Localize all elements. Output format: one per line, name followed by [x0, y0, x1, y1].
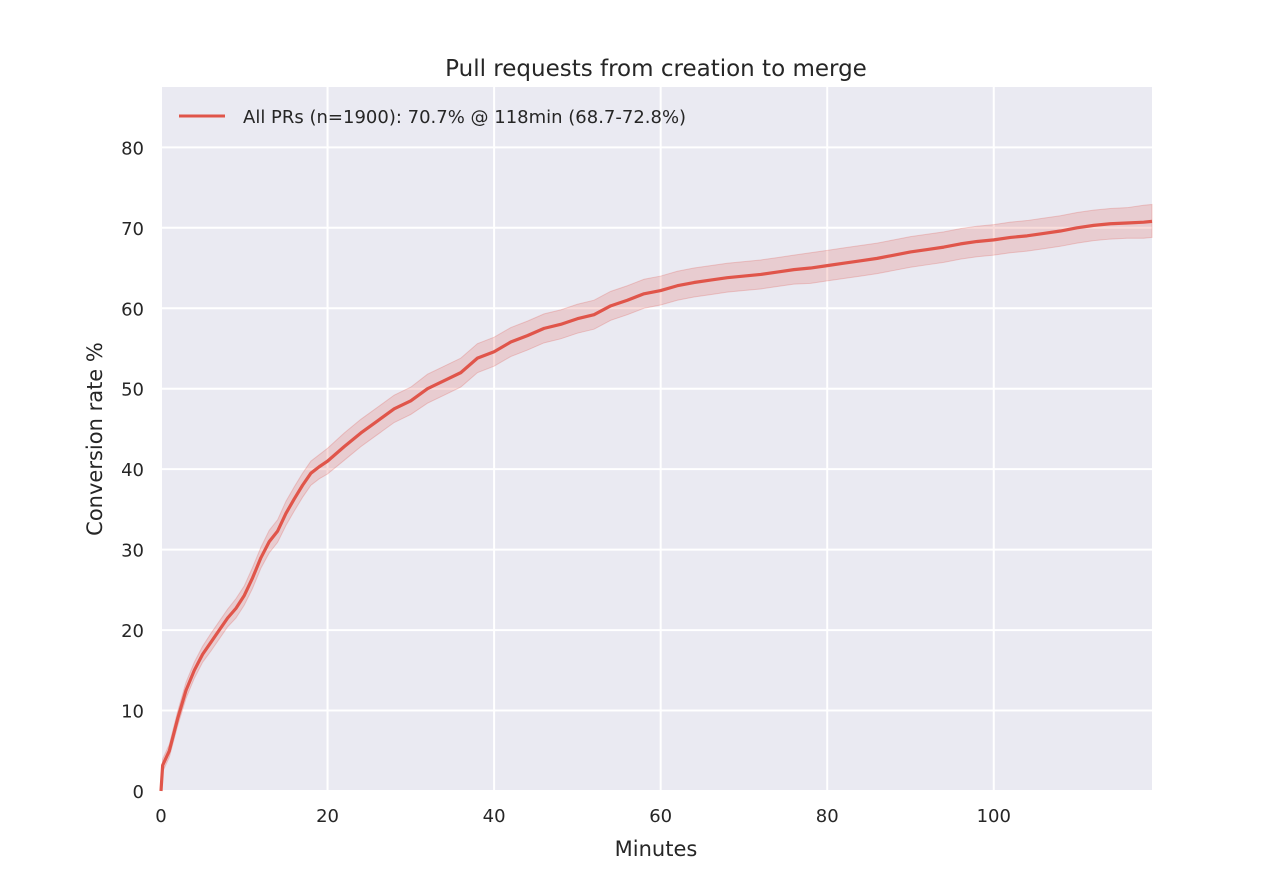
- x-axis-ticks: 0 20 40 60 80 100: [155, 806, 1011, 827]
- y-axis-label: Conversion rate %: [83, 342, 107, 536]
- x-tick-label: 40: [483, 806, 506, 827]
- x-tick-label: 60: [649, 806, 672, 827]
- y-tick-label: 60: [121, 299, 144, 320]
- y-tick-label: 20: [121, 621, 144, 642]
- y-tick-label: 10: [121, 702, 144, 723]
- grid: [160, 87, 1152, 792]
- y-tick-label: 70: [121, 219, 144, 240]
- x-tick-label: 20: [316, 806, 339, 827]
- y-tick-label: 40: [121, 460, 144, 481]
- series-line-all-prs: [159, 219, 1153, 792]
- confidence-band: [160, 203, 1153, 792]
- x-tick-label: 0: [155, 806, 166, 827]
- legend: All PRs (n=1900): 70.7% @ 118min (68.7-7…: [179, 107, 686, 128]
- x-tick-label: 100: [977, 806, 1011, 827]
- legend-label: All PRs (n=1900): 70.7% @ 118min (68.7-7…: [243, 107, 686, 128]
- x-tick-label: 80: [816, 806, 839, 827]
- y-tick-label: 80: [121, 138, 144, 159]
- x-axis-label: Minutes: [615, 837, 698, 861]
- chart-title: Pull requests from creation to merge: [445, 56, 867, 82]
- y-tick-label: 50: [121, 380, 144, 401]
- y-tick-label: 30: [121, 541, 144, 562]
- y-tick-label: 0: [133, 782, 144, 803]
- y-axis-ticks: 0 10 20 30 40 50 60 70 80: [121, 138, 144, 803]
- plot-area: [161, 87, 1152, 791]
